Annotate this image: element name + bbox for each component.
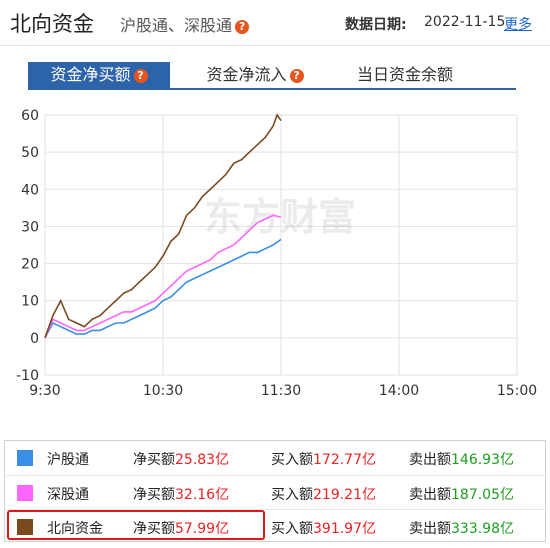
- help-icon[interactable]: ?: [133, 69, 148, 83]
- buy-value: 172.77亿: [313, 452, 376, 468]
- help-icon[interactable]: ?: [289, 69, 304, 83]
- series-lines: [44, 113, 282, 339]
- y-tick-label: 50: [21, 145, 39, 161]
- tab-daily-balance-label: 当日资金余额: [356, 65, 453, 84]
- net-buy: 净买额57.99亿: [133, 518, 229, 538]
- swatch: [17, 519, 33, 535]
- buy-amount: 买入额219.21亿: [271, 484, 376, 504]
- sell-value: 146.93亿: [451, 452, 514, 468]
- more-link[interactable]: 更多: [504, 17, 532, 33]
- sell-amount: 卖出额146.93亿: [409, 449, 514, 469]
- net-label: 净买额: [133, 521, 175, 537]
- sell-value: 187.05亿: [451, 487, 514, 503]
- tab-underline: [28, 88, 516, 90]
- buy-value: 219.21亿: [313, 487, 376, 503]
- header-divider: [0, 45, 550, 46]
- date-label: 数据日期:: [345, 17, 407, 33]
- header: 北向资金 沪股通、深股通? 数据日期: 2022-11-15 更多: [0, 0, 550, 46]
- sell-amount: 卖出额187.05亿: [409, 484, 514, 504]
- y-tick-label: 0: [30, 331, 39, 347]
- help-icon[interactable]: ?: [235, 20, 250, 34]
- tab-net-buy-label: 资金净买额: [50, 65, 131, 84]
- net-value: 57.99亿: [175, 521, 230, 537]
- page-subtitle: 沪股通、深股通?: [120, 12, 250, 36]
- series-name: 北向资金: [47, 521, 103, 537]
- tab-net-inflow[interactable]: 资金净流入?: [190, 62, 320, 88]
- buy-label: 买入额: [271, 487, 313, 503]
- legend-row-north: 北向资金 净买额57.99亿 买入额391.97亿 卖出额333.98亿: [5, 509, 545, 543]
- x-axis: 9:30 10:30 11:30 14:00 15:00: [29, 383, 537, 399]
- x-tick-label: 9:30: [29, 383, 60, 399]
- series-line-1: [44, 214, 282, 339]
- series-line-0: [44, 238, 282, 339]
- legend-row-sz: 深股通 净买额32.16亿 买入额219.21亿 卖出额187.05亿: [5, 475, 545, 509]
- net-value: 25.83亿: [175, 452, 230, 468]
- legend-row-sh: 沪股通 净买额25.83亿 买入额172.77亿 卖出额146.93亿: [5, 441, 545, 475]
- x-tick-label: 14:00: [379, 383, 419, 399]
- tab-net-buy[interactable]: 资金净买额?: [28, 62, 170, 88]
- x-tick-label: 11:30: [261, 383, 301, 399]
- y-axis: -10 0 10 20 30 40 50 60: [16, 108, 39, 384]
- y-tick-label: -10: [16, 368, 39, 384]
- buy-amount: 买入额391.97亿: [271, 518, 376, 538]
- net-value: 32.16亿: [175, 487, 230, 503]
- series-name: 深股通: [47, 487, 89, 503]
- sell-label: 卖出额: [409, 487, 451, 503]
- page-title: 北向资金: [10, 12, 94, 36]
- swatch: [17, 450, 33, 466]
- series-line-2: [44, 113, 282, 339]
- buy-value: 391.97亿: [313, 521, 376, 537]
- net-label: 净买额: [133, 487, 175, 503]
- sell-label: 卖出额: [409, 452, 451, 468]
- y-tick-label: 20: [21, 257, 39, 273]
- data-date: 2022-11-15: [424, 14, 506, 30]
- chart-grid: [44, 114, 518, 376]
- subtitle-text: 沪股通、深股通: [120, 16, 233, 35]
- legend-table: 沪股通 净买额25.83亿 买入额172.77亿 卖出额146.93亿 深股通 …: [4, 440, 546, 542]
- y-tick-label: 30: [21, 219, 39, 235]
- buy-label: 买入额: [271, 521, 313, 537]
- tab-net-inflow-label: 资金净流入: [206, 65, 287, 84]
- net-buy: 净买额25.83亿: [133, 449, 229, 469]
- y-tick-label: 10: [21, 294, 39, 310]
- sell-value: 333.98亿: [451, 521, 514, 537]
- x-tick-label: 10:30: [143, 383, 183, 399]
- x-tick-label: 15:00: [497, 383, 537, 399]
- sell-label: 卖出额: [409, 521, 451, 537]
- buy-label: 买入额: [271, 452, 313, 468]
- swatch: [17, 485, 33, 501]
- tab-daily-balance[interactable]: 当日资金余额: [340, 62, 470, 88]
- tab-bar: 资金净买额? 资金净流入? 当日资金余额: [0, 62, 550, 92]
- highlight-box: [7, 510, 265, 540]
- series-name: 沪股通: [47, 452, 89, 468]
- net-buy: 净买额32.16亿: [133, 484, 229, 504]
- y-tick-label: 40: [21, 182, 39, 198]
- y-tick-label: 60: [21, 108, 39, 124]
- buy-amount: 买入额172.77亿: [271, 449, 376, 469]
- sell-amount: 卖出额333.98亿: [409, 518, 514, 538]
- net-label: 净买额: [133, 452, 175, 468]
